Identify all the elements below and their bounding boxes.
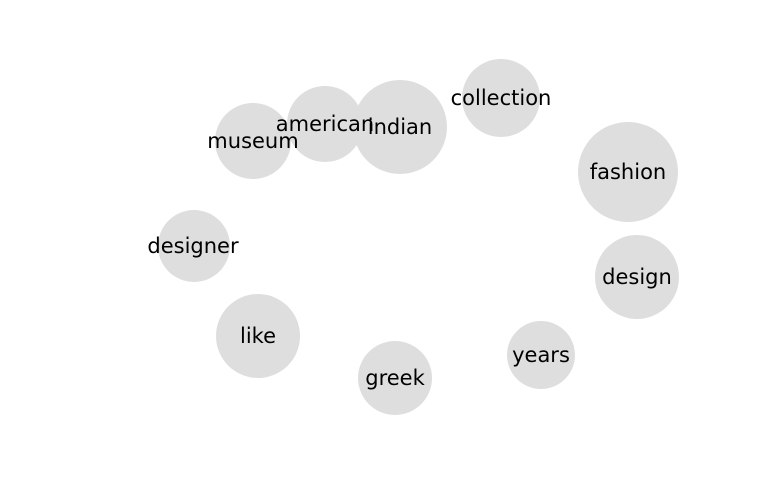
bubble-circle-years	[507, 321, 575, 389]
bubble-american	[287, 86, 363, 162]
bubble-circle-collection	[462, 59, 540, 137]
bubble-circle-design	[595, 235, 679, 319]
bubble-circle-museum	[215, 103, 291, 179]
bubble-label-greek: greek	[365, 366, 425, 390]
bubble-like	[216, 294, 300, 378]
bubble-label-museum: museum	[207, 129, 298, 153]
bubble-design	[595, 235, 679, 319]
bubble-label-like: like	[240, 324, 276, 348]
bubble-collection	[462, 59, 540, 137]
bubble-circle-designer	[158, 210, 230, 282]
bubbles-layer	[158, 59, 679, 415]
bubble-label-indian: indian	[368, 115, 433, 139]
labels-layer: museum american indian collection fashio…	[147, 86, 671, 390]
bubble-label-collection: collection	[451, 86, 552, 110]
bubble-museum	[215, 103, 291, 179]
bubble-circle-american	[287, 86, 363, 162]
bubble-label-design: design	[602, 265, 672, 289]
bubble-circle-greek	[358, 341, 432, 415]
bubble-fashion	[578, 122, 678, 222]
bubble-years	[507, 321, 575, 389]
bubble-indian	[353, 80, 447, 174]
bubble-label-fashion: fashion	[590, 160, 667, 184]
bubble-greek	[358, 341, 432, 415]
bubble-label-designer: designer	[147, 234, 239, 258]
bubble-circle-indian	[353, 80, 447, 174]
bubble-designer	[158, 210, 230, 282]
bubble-circle-fashion	[578, 122, 678, 222]
bubble-label-american: american	[276, 112, 374, 136]
bubble-label-years: years	[512, 343, 570, 367]
bubble-circle-like	[216, 294, 300, 378]
